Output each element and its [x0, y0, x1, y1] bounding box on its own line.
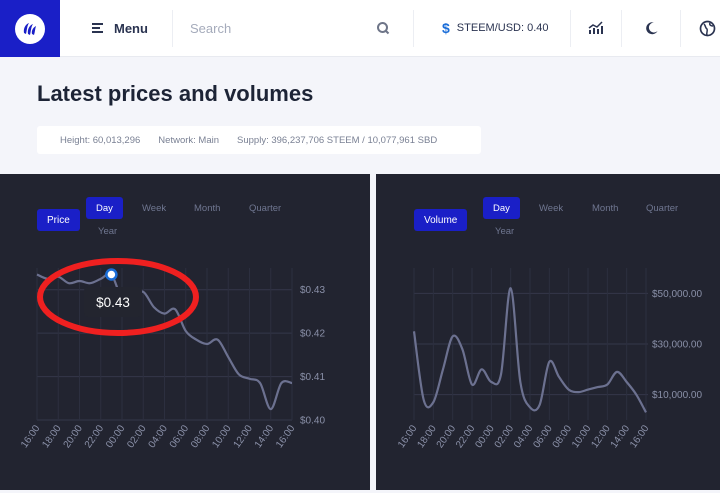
- search-input[interactable]: [190, 17, 370, 39]
- globe-icon: [699, 20, 715, 36]
- x-tick-label: 14:00: [253, 423, 277, 450]
- x-tick-label: 08:00: [551, 423, 575, 450]
- top-bar: Menu $ STEEM/USD: 0.40: [0, 0, 720, 57]
- x-tick-label: 20:00: [62, 423, 86, 450]
- y-tick-label: $10,000.00: [652, 390, 702, 401]
- dollar-icon: $: [442, 20, 450, 36]
- volume-chart-panel: Volume Day Week Month Quarter Year $10,0…: [376, 174, 720, 490]
- menu-icon: [92, 23, 103, 33]
- x-tick-label: 02:00: [125, 423, 149, 450]
- theme-toggle-button[interactable]: [640, 17, 662, 39]
- x-tick-label: 14:00: [609, 423, 633, 450]
- ticker-label: STEEM/USD: 0.40: [456, 22, 549, 34]
- steem-logo-icon: [15, 13, 45, 44]
- tab-year[interactable]: Year: [495, 225, 515, 237]
- x-tick-label: 04:00: [512, 423, 536, 450]
- x-tick-label: 22:00: [454, 423, 478, 450]
- tab-day[interactable]: Day: [86, 197, 123, 219]
- tab-week[interactable]: Week: [539, 202, 564, 214]
- tab-month[interactable]: Month: [194, 202, 221, 214]
- tab-quarter[interactable]: Quarter: [646, 202, 679, 214]
- stat-network: Network: Main: [158, 134, 220, 146]
- price-chart: $0.40$0.41$0.42$0.4316:0018:0020:0022:00…: [19, 268, 325, 450]
- hover-point-marker[interactable]: [105, 268, 118, 281]
- volume-chart: $10,000.00$30,000.00$50,000.0016:0018:00…: [396, 268, 702, 450]
- moon-icon: [645, 21, 657, 34]
- x-tick-label: 16:00: [628, 423, 652, 450]
- x-tick-label: 16:00: [396, 423, 420, 450]
- stats-bar: Height: 60,013,296 Network: Main Supply:…: [37, 126, 481, 154]
- divider: [172, 10, 173, 47]
- divider: [680, 10, 681, 47]
- x-tick-label: 02:00: [493, 423, 517, 450]
- x-tick-label: 18:00: [415, 423, 439, 450]
- price-metric-button[interactable]: Price: [37, 209, 80, 231]
- x-tick-label: 08:00: [189, 423, 213, 450]
- x-tick-label: 10:00: [210, 423, 234, 450]
- y-tick-label: $30,000.00: [652, 340, 702, 351]
- tab-year[interactable]: Year: [98, 225, 118, 237]
- x-tick-label: 22:00: [83, 423, 107, 450]
- x-tick-label: 06:00: [531, 423, 555, 450]
- tab-quarter[interactable]: Quarter: [249, 202, 282, 214]
- page-title: Latest prices and volumes: [37, 81, 314, 106]
- tab-month[interactable]: Month: [592, 202, 619, 214]
- x-tick-label: 12:00: [589, 423, 613, 450]
- y-tick-label: $50,000.00: [652, 289, 702, 300]
- y-tick-label: $0.41: [300, 372, 325, 383]
- x-tick-label: 04:00: [147, 423, 171, 450]
- x-tick-label: 18:00: [40, 423, 64, 450]
- search-icon[interactable]: [376, 21, 390, 35]
- y-tick-label: $0.43: [300, 285, 325, 296]
- steem-logo[interactable]: [0, 0, 60, 57]
- volume-line: [412, 287, 647, 413]
- menu-button[interactable]: Menu: [92, 18, 148, 38]
- price-line: [36, 272, 293, 411]
- divider: [570, 10, 571, 47]
- price-ticker: $ STEEM/USD: 0.40: [442, 19, 549, 37]
- x-tick-label: 20:00: [435, 423, 459, 450]
- stat-supply: Supply: 396,237,706 STEEM / 10,077,961 S…: [237, 134, 438, 146]
- menu-label: Menu: [114, 20, 148, 36]
- x-tick-label: 16:00: [19, 423, 43, 450]
- chart-button[interactable]: [585, 17, 607, 39]
- price-tooltip: $0.43: [84, 287, 142, 317]
- price-chart-panel: Price Day Week Month Quarter Year $0.40 $…: [0, 174, 370, 490]
- x-tick-label: 00:00: [473, 423, 497, 450]
- tab-day[interactable]: Day: [483, 197, 520, 219]
- y-tick-label: $0.42: [300, 329, 325, 340]
- volume-metric-button[interactable]: Volume: [414, 209, 468, 231]
- x-tick-label: 16:00: [274, 423, 298, 450]
- x-tick-label: 06:00: [168, 423, 192, 450]
- tab-week[interactable]: Week: [142, 202, 167, 214]
- language-button[interactable]: [696, 17, 718, 39]
- x-tick-label: 00:00: [104, 423, 128, 450]
- x-tick-label: 10:00: [570, 423, 594, 450]
- stat-height: Height: 60,013,296: [60, 134, 141, 146]
- divider: [413, 10, 414, 47]
- divider: [621, 10, 622, 47]
- y-tick-label: $0.40: [300, 416, 325, 427]
- chart-trend-icon: [588, 21, 603, 34]
- x-tick-label: 12:00: [232, 423, 256, 450]
- annotation-circle: [37, 258, 199, 336]
